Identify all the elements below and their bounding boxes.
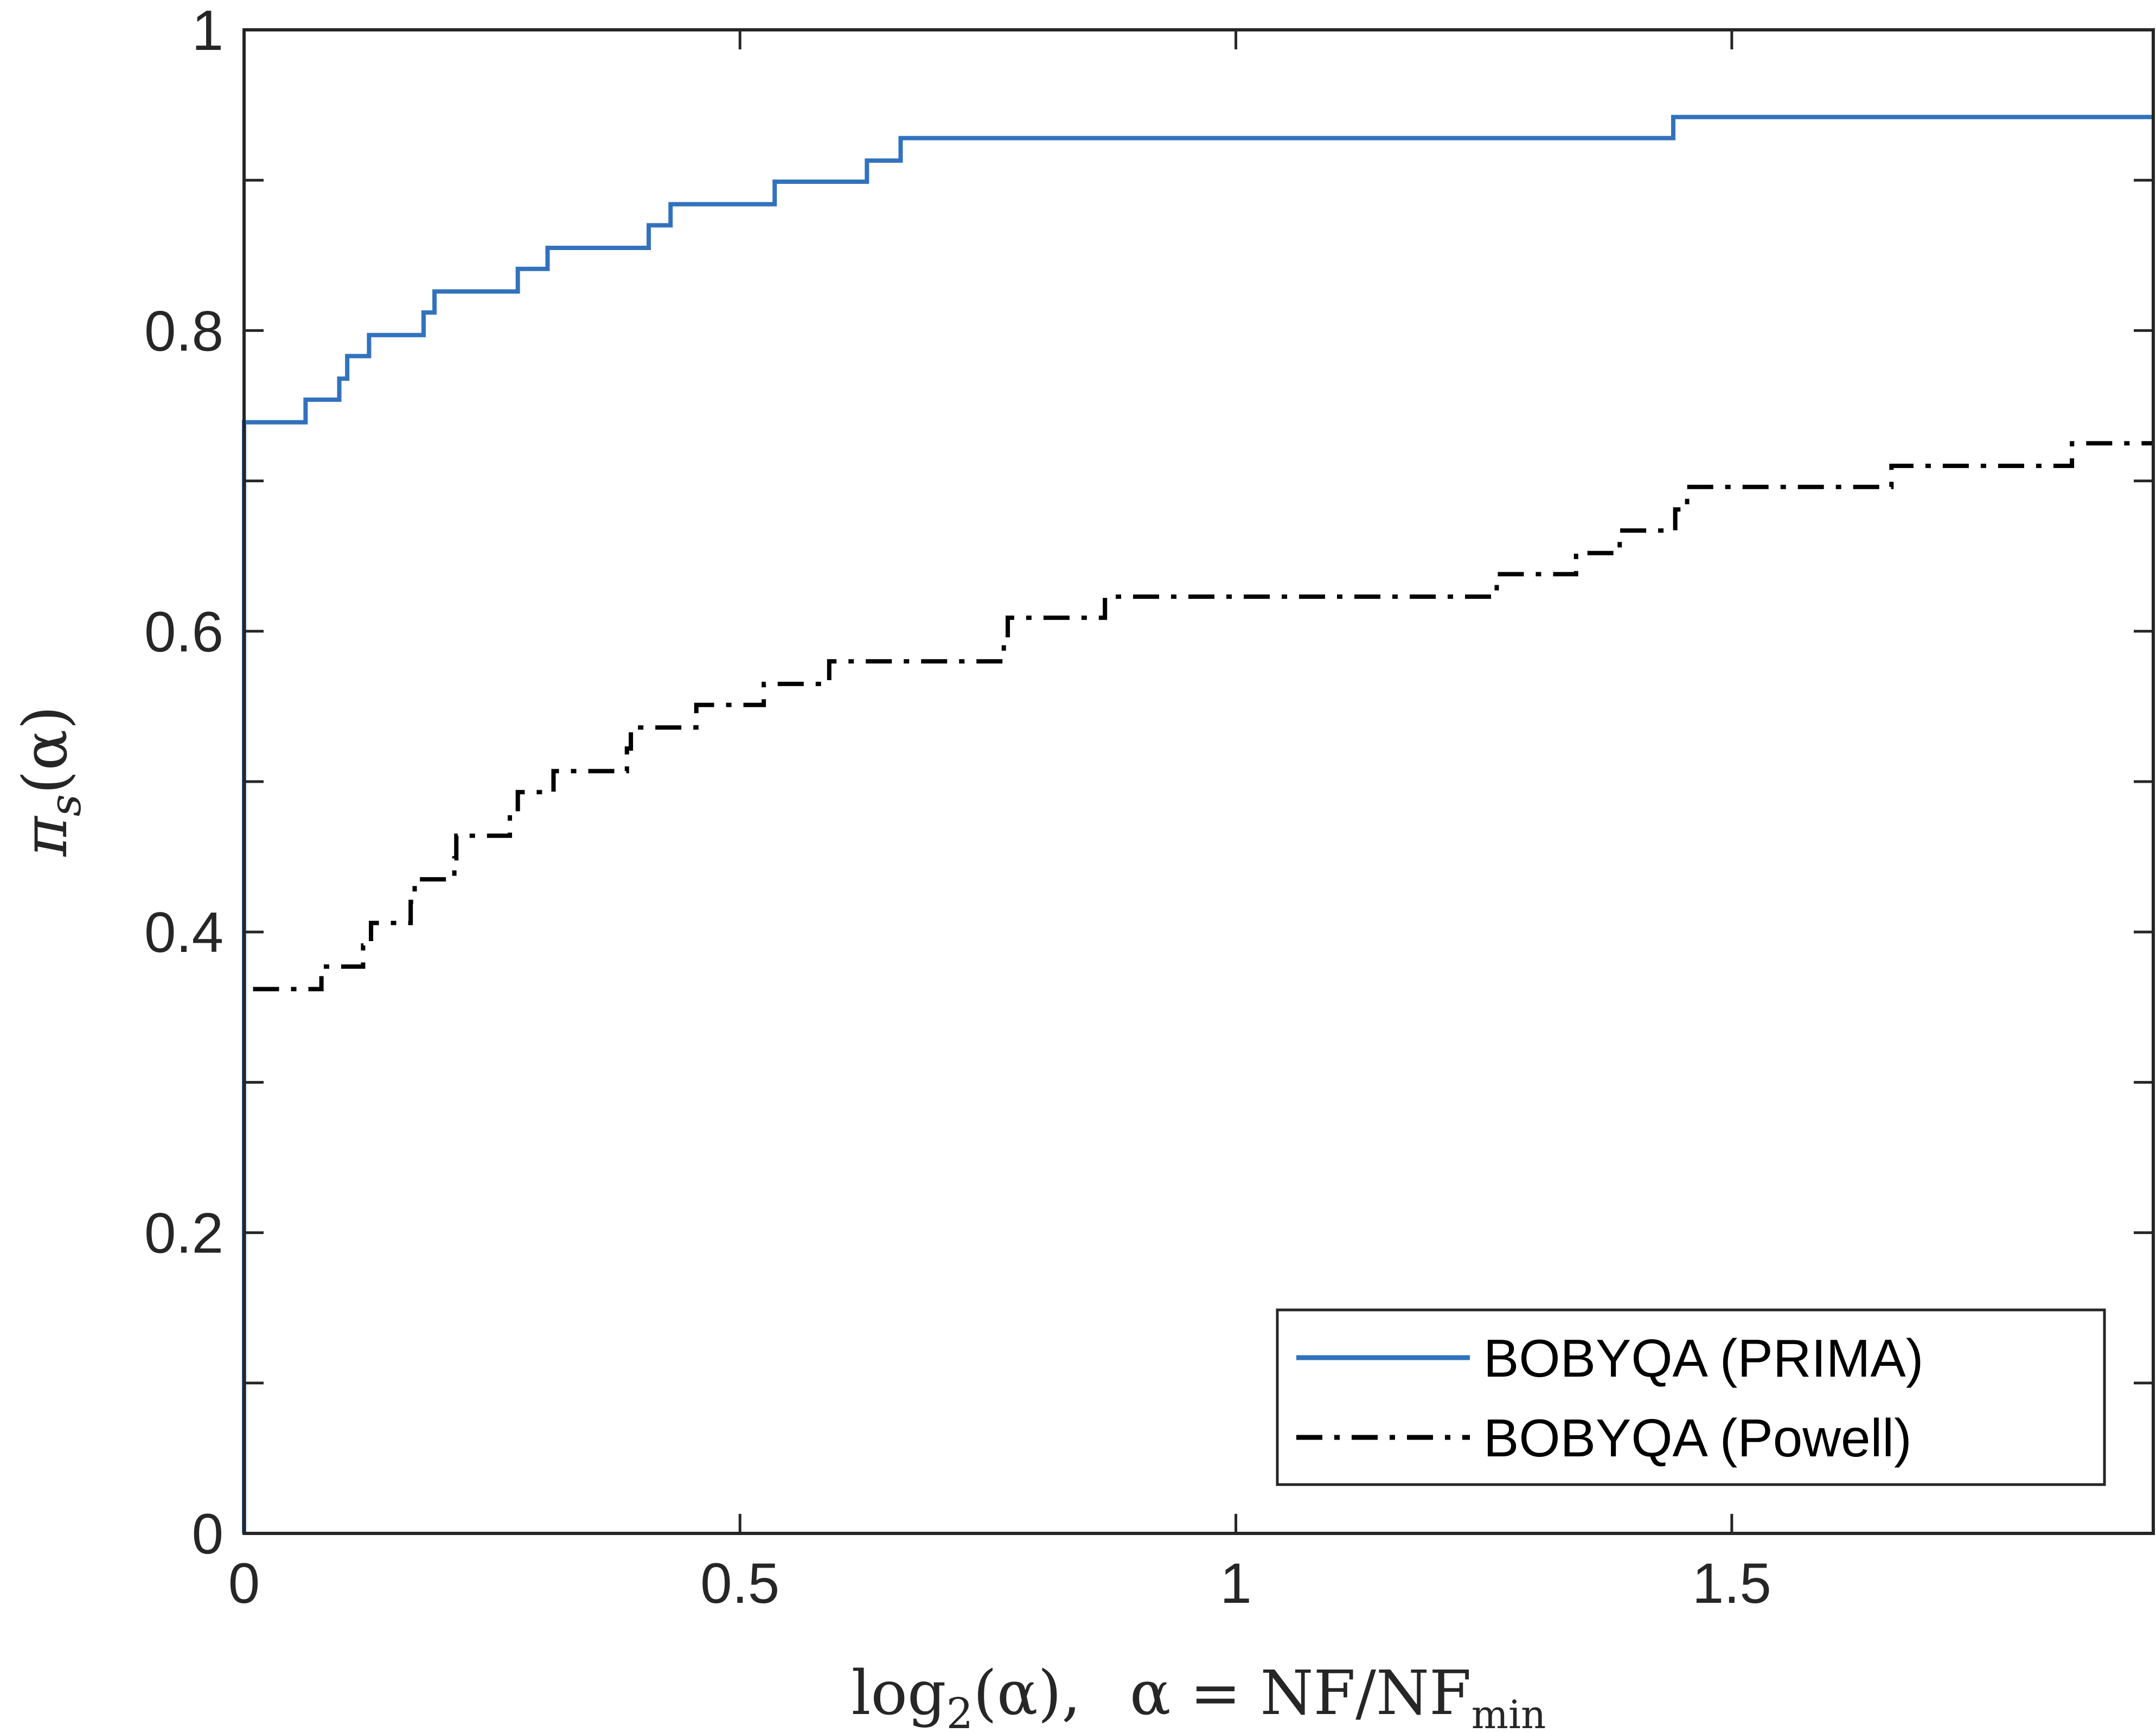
x-tick-label: 1.5 — [1692, 1552, 1771, 1615]
y-tick-label: 0.8 — [144, 299, 223, 363]
y-tick-label: 0.6 — [144, 600, 223, 664]
series-line-prima — [242, 114, 2153, 1533]
y-tick-label: 0.4 — [144, 901, 223, 964]
y-tick-label: 1 — [192, 0, 223, 62]
legend-label-powell: BOBYQA (Powell) — [1483, 1408, 1912, 1468]
legend-box — [1276, 1308, 2106, 1486]
y-tick-label: 0.2 — [144, 1202, 223, 1265]
tick-layer: 0 0.5 1 1.5 0 0.2 0.4 0.6 0.8 1 — [144, 0, 2153, 1615]
x-axis-label: log2(α), α = NF/NFmin — [852, 1658, 1546, 1733]
legend-label-prima: BOBYQA (PRIMA) — [1483, 1328, 1923, 1388]
x-tick-label: 0 — [228, 1552, 260, 1615]
axes-box — [242, 28, 2155, 1535]
series-line-powell — [242, 441, 2153, 1533]
x-tick-label: 0.5 — [700, 1552, 779, 1615]
y-tick-label: 0 — [192, 1502, 223, 1566]
x-tick-label: 1 — [1220, 1552, 1251, 1615]
y-axis-label: πs(α) — [10, 706, 91, 857]
series-layer — [242, 114, 2153, 1533]
legend: BOBYQA (PRIMA) BOBYQA (Powell) — [1276, 1308, 2106, 1486]
